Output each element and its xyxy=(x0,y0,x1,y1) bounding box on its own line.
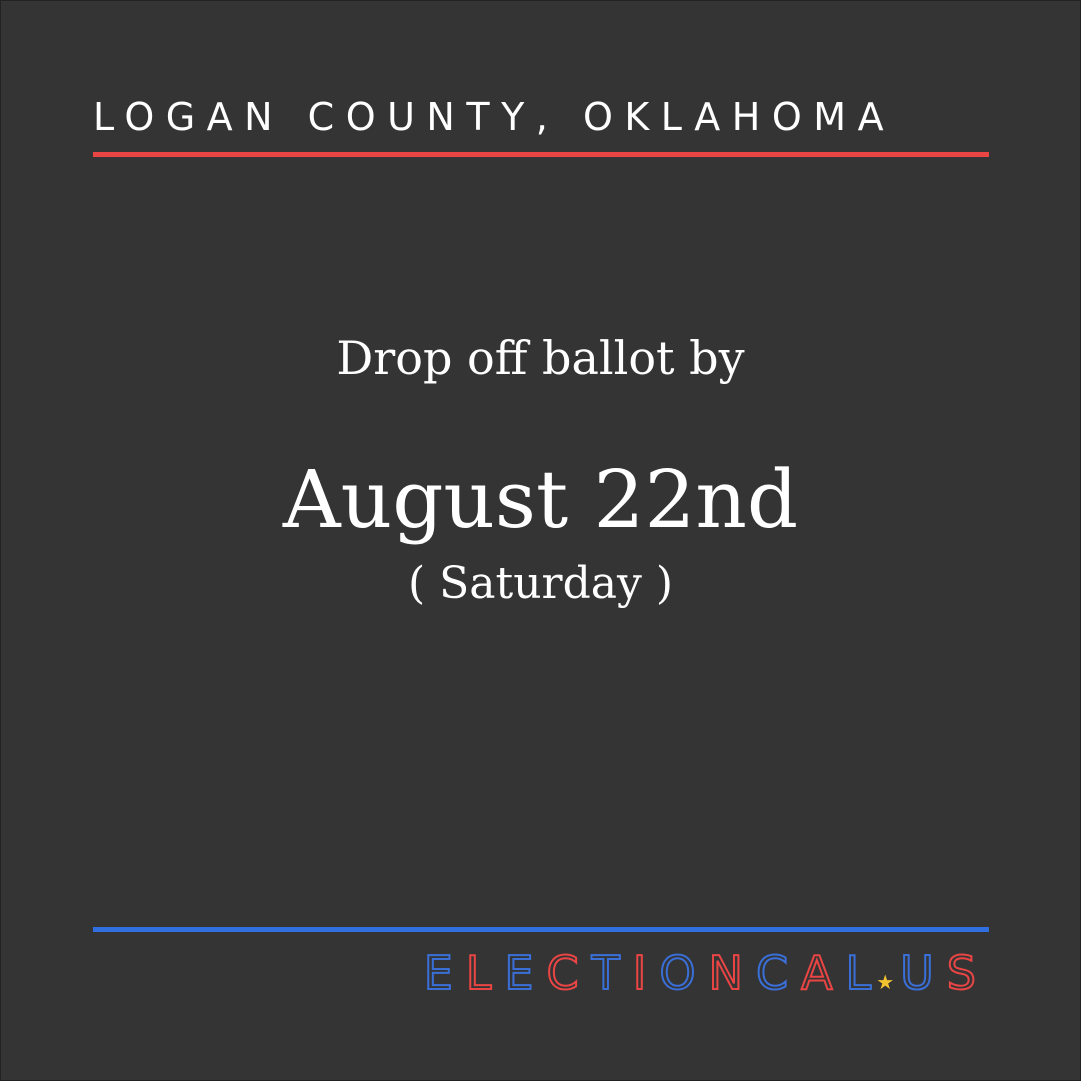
county-title: LOGAN COUNTY, OKLAHOMA xyxy=(93,95,896,139)
deadline-date: August 22nd xyxy=(282,453,799,546)
top-divider xyxy=(93,152,989,157)
star-icon: ★ xyxy=(876,970,895,994)
brand-letter: E xyxy=(503,946,547,1000)
brand-letter: O xyxy=(658,946,709,1000)
brand-logo: E L E C T I O N C A L ★ U S xyxy=(423,946,989,1000)
brand-letter: C xyxy=(755,946,802,1000)
deadline-weekday: ( Saturday ) xyxy=(408,558,673,609)
bottom-divider xyxy=(93,927,989,932)
brand-letter: L xyxy=(845,946,885,1000)
brand-letter: N xyxy=(708,946,756,1000)
brand-letter: I xyxy=(632,946,660,1000)
lead-text: Drop off ballot by xyxy=(336,331,745,385)
brand-letter: S xyxy=(946,946,989,1000)
brand-letter: C xyxy=(545,946,592,1000)
brand-letter: L xyxy=(465,946,505,1000)
brand-letter: A xyxy=(800,946,846,1000)
brand-letter: E xyxy=(423,946,466,1000)
brand-letter: U xyxy=(899,946,947,1000)
brand-letter: T xyxy=(591,946,633,1000)
